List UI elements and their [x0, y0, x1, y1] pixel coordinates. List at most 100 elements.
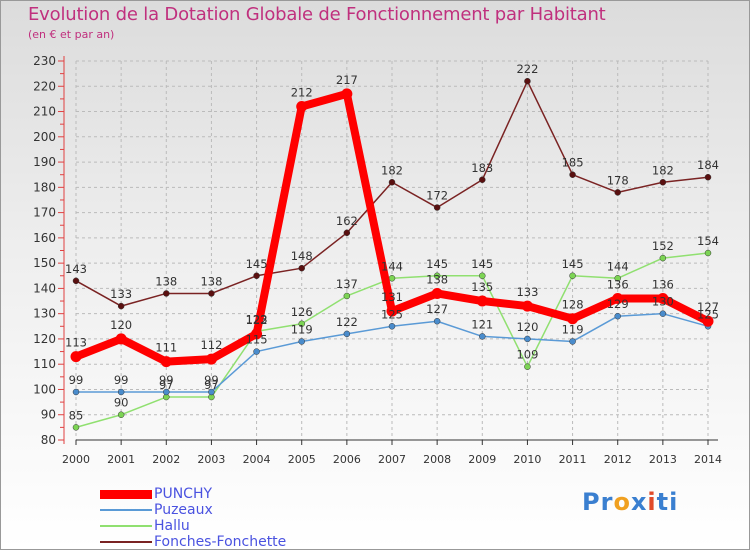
data-point	[521, 300, 533, 312]
data-point	[431, 287, 443, 299]
data-point	[659, 179, 667, 186]
data-point	[476, 295, 488, 307]
legend-item: Hallu	[100, 518, 190, 534]
data-label: 120	[516, 320, 538, 334]
data-label: 122	[246, 313, 268, 327]
data-point	[614, 275, 621, 282]
data-label: 99	[114, 373, 129, 387]
data-label: 85	[69, 408, 84, 422]
data-label: 130	[652, 295, 674, 309]
data-label: 131	[381, 290, 403, 304]
data-point	[208, 388, 215, 396]
data-point	[569, 171, 576, 178]
logo-letter: x	[630, 488, 648, 516]
data-label: 121	[471, 317, 493, 331]
data-label: 99	[69, 373, 84, 387]
data-point	[160, 356, 172, 368]
data-point	[524, 335, 531, 343]
data-label: 115	[246, 333, 268, 347]
data-label: 138	[200, 274, 222, 288]
y-tick-label: 160	[33, 231, 56, 245]
data-label: 172	[426, 189, 448, 203]
data-label: 119	[562, 322, 584, 336]
data-label: 113	[65, 336, 87, 350]
data-point	[253, 272, 260, 280]
data-point	[205, 353, 217, 365]
data-label: 182	[381, 163, 403, 177]
data-point	[386, 305, 398, 317]
axis-layer: 8090100110120130140150160170180190200210…	[33, 54, 722, 466]
data-point	[704, 173, 712, 181]
data-point	[72, 424, 80, 431]
x-tick-label: 2004	[243, 453, 271, 466]
data-point	[567, 313, 579, 325]
chart-title: Evolution de la Dotation Globale de Fonc…	[28, 4, 606, 25]
data-label: 97	[204, 378, 219, 392]
logo-letter: r	[600, 488, 614, 516]
legend-label: PUNCHY	[154, 486, 213, 502]
data-label: 119	[291, 322, 313, 336]
legend-label: Fonches-Fonchette	[154, 534, 287, 550]
y-tick-label: 210	[33, 105, 56, 119]
proxiti-logo: Proxiti	[582, 488, 678, 516]
data-point	[298, 338, 305, 345]
data-point	[70, 351, 82, 363]
legend-item: PUNCHY	[100, 486, 212, 502]
data-label: 144	[381, 259, 403, 273]
x-tick-label: 2007	[378, 453, 406, 466]
data-point	[657, 293, 669, 305]
data-point	[115, 333, 127, 345]
data-label: 122	[336, 315, 358, 329]
legend-label: Hallu	[154, 518, 190, 534]
data-label: 148	[291, 249, 313, 263]
data-point	[341, 88, 353, 100]
legend-item: Fonches-Fonchette	[100, 534, 286, 550]
data-point	[117, 302, 125, 310]
y-tick-label: 80	[41, 433, 56, 447]
y-tick-label: 180	[33, 180, 56, 194]
data-label: 154	[697, 234, 719, 248]
legend-item: Puzeaux	[100, 502, 213, 518]
data-point	[704, 249, 712, 257]
y-tick-label: 220	[33, 79, 56, 93]
data-label: 212	[291, 85, 313, 99]
data-label: 182	[652, 163, 674, 177]
data-point	[388, 323, 396, 330]
data-label: 127	[426, 302, 448, 316]
data-label: 138	[426, 272, 448, 286]
data-label: 129	[607, 297, 629, 311]
x-tick-label: 2002	[152, 453, 180, 466]
data-label: 123	[246, 312, 268, 326]
x-tick-label: 2008	[423, 453, 451, 466]
data-label: 125	[697, 307, 719, 321]
data-label: 111	[155, 341, 177, 355]
data-point	[208, 290, 215, 297]
y-tick-label: 100	[33, 382, 56, 396]
data-label: 217	[336, 73, 358, 87]
data-label: 112	[200, 338, 222, 352]
data-label: 138	[155, 274, 177, 288]
x-tick-label: 2000	[62, 453, 90, 466]
y-tick-label: 140	[33, 281, 56, 295]
x-tick-label: 2001	[107, 453, 135, 466]
x-tick-label: 2009	[468, 453, 496, 466]
y-tick-label: 170	[33, 206, 56, 220]
data-point	[72, 277, 80, 285]
chart-subtitle: (en € et par an)	[28, 28, 115, 41]
data-point	[163, 290, 170, 297]
data-point	[433, 317, 441, 325]
logo-letter: i	[669, 488, 679, 516]
data-label: 144	[607, 259, 629, 273]
data-label: 183	[471, 161, 493, 175]
data-point	[433, 204, 441, 211]
data-point	[388, 179, 396, 186]
logo-letter: i	[647, 488, 657, 516]
legend-label: Puzeaux	[154, 502, 213, 518]
y-tick-label: 120	[33, 332, 56, 346]
series-layer	[70, 77, 714, 431]
data-label: 135	[471, 280, 493, 294]
data-point	[702, 315, 714, 327]
data-point	[163, 388, 170, 396]
legend-swatch	[100, 525, 152, 527]
data-point	[569, 272, 576, 280]
